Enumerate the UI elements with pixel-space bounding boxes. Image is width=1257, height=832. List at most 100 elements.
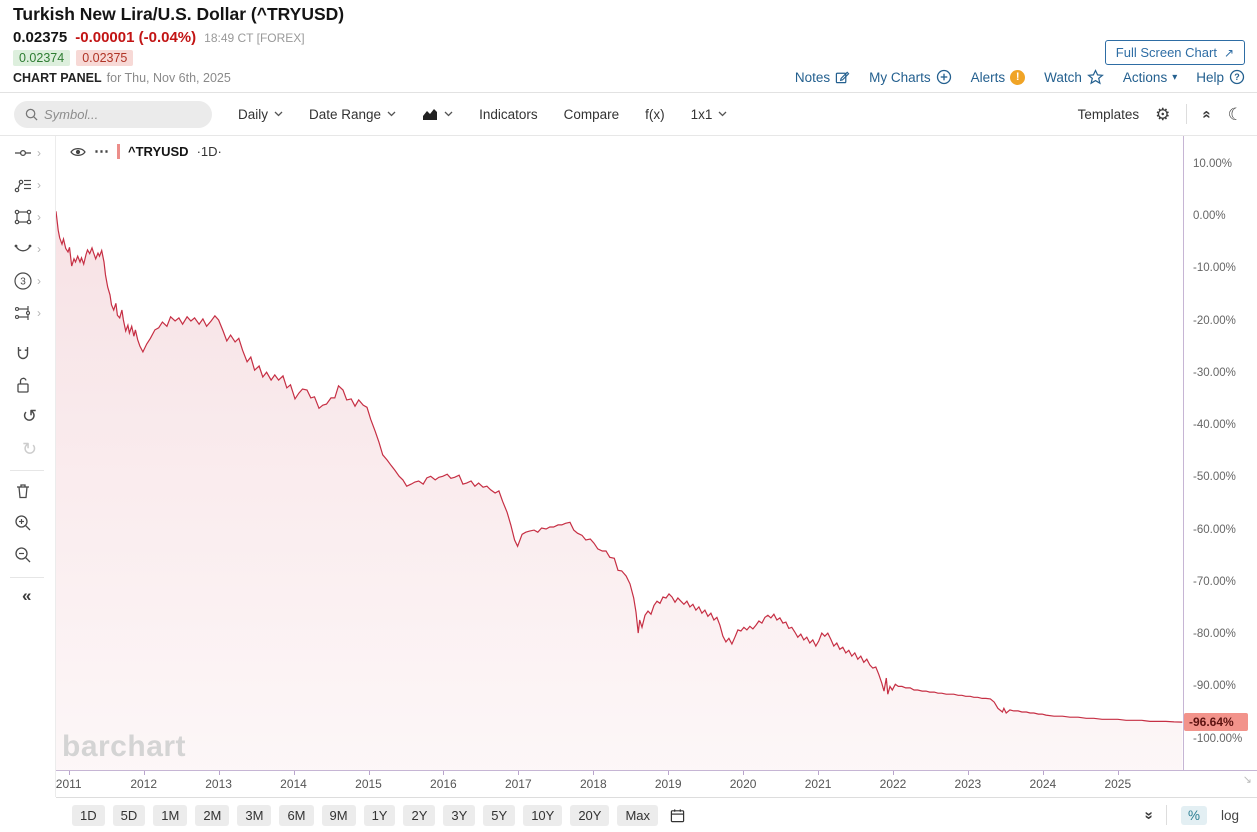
alerts-link[interactable]: Alerts ! (971, 69, 1026, 85)
range-button-1d[interactable]: 1D (72, 804, 105, 826)
y-axis-label: -80.00% (1193, 628, 1236, 641)
compare-button[interactable]: Compare (564, 107, 620, 122)
x-axis-tick (443, 771, 445, 775)
chart-type-menu[interactable] (422, 108, 453, 121)
x-axis-tick (668, 771, 670, 775)
range-button-6m[interactable]: 6M (279, 804, 314, 826)
toolbar-divider (1186, 104, 1188, 124)
x-axis[interactable]: ↘ 2011 2012 2013 2014 2015 2016 2017 2018 2019 20… (56, 770, 1257, 797)
y-axis-label: 10.00% (1193, 157, 1233, 170)
x-axis-tick (68, 771, 70, 775)
range-button-5y[interactable]: 5Y (483, 804, 516, 826)
search-icon (25, 108, 38, 121)
custom-date-calendar-button[interactable] (670, 808, 685, 823)
sidebar-divider (10, 577, 44, 578)
range-button-max[interactable]: Max (617, 804, 659, 826)
x-axis-tick (593, 771, 595, 775)
delete-drawings-button[interactable] (13, 481, 53, 501)
fx-button[interactable]: f(x) (645, 107, 665, 122)
percent-scale-toggle[interactable]: % (1180, 805, 1207, 825)
range-button-1m[interactable]: 1M (153, 804, 188, 826)
period-label: Daily (238, 106, 269, 122)
undo-icon[interactable]: ↺ (22, 406, 38, 426)
arc-tool[interactable]: › (13, 239, 53, 259)
dark-mode-moon-icon[interactable]: ☾ (1227, 104, 1243, 124)
range-button-2y[interactable]: 2Y (403, 804, 436, 826)
range-button-1y[interactable]: 1Y (363, 804, 396, 826)
symbol-search-box[interactable] (14, 100, 212, 128)
chevron-down-icon (718, 111, 727, 117)
x-axis-label: 2012 (130, 777, 158, 791)
trendline-tool-icon (14, 179, 31, 193)
unlock-icon (17, 377, 29, 393)
y-axis-label: -10.00% (1193, 262, 1236, 275)
help-link[interactable]: Help ? (1196, 69, 1245, 85)
x-axis-tick (293, 771, 295, 775)
watch-link[interactable]: Watch (1044, 69, 1104, 85)
zoom-out-button[interactable] (13, 545, 53, 565)
expand-chevron-icon: › (37, 242, 41, 256)
range-button-20y[interactable]: 20Y (570, 804, 610, 826)
chart-toolbar: Daily Date Range Indicators Compare f(x) (0, 92, 1257, 136)
star-icon (1087, 69, 1104, 85)
chart-plot-area[interactable]: ⋯ ^TRYUSD ·1D· barchart (56, 136, 1183, 770)
svg-text:3: 3 (20, 277, 26, 288)
x-axis-tick (1042, 771, 1044, 775)
sidebar-divider (10, 470, 44, 471)
notes-link[interactable]: Notes (795, 70, 850, 85)
full-screen-chart-button[interactable]: Full Screen Chart ↗ (1104, 40, 1245, 65)
measure-tool[interactable]: › (13, 303, 53, 323)
range-button-10y[interactable]: 10Y (523, 804, 563, 826)
price-area-chart[interactable] (56, 136, 1183, 770)
indicators-button[interactable]: Indicators (479, 107, 538, 122)
expand-chevron-icon: › (37, 306, 41, 320)
redo-icon[interactable]: ↻ (22, 439, 38, 459)
annotation-tool[interactable]: › (13, 143, 53, 163)
watch-label: Watch (1044, 69, 1082, 85)
magnet-icon (17, 347, 29, 360)
y-axis-label: -20.00% (1193, 314, 1236, 327)
period-menu[interactable]: Daily (238, 107, 283, 122)
x-axis-tick (893, 771, 894, 775)
x-axis-label: 2023 (954, 777, 982, 791)
indicators-label: Indicators (479, 106, 538, 122)
symbol-search-input[interactable] (44, 106, 194, 122)
collapse-sidebar-icon[interactable]: « (22, 586, 32, 605)
range-button-9m[interactable]: 9M (321, 804, 356, 826)
header-links: Notes My Charts Alerts ! Watch Actions ▾… (795, 69, 1245, 85)
zoom-in-button[interactable] (13, 513, 53, 533)
layout-menu[interactable]: 1x1 (691, 107, 728, 122)
visibility-eye-icon[interactable] (70, 146, 86, 158)
y-axis[interactable]: 10.00% 0.00% -10.00% -20.00% -30.00% -40.00% -… (1183, 136, 1257, 770)
area-chart-icon (423, 108, 438, 120)
range-buttons: 1D 5D 1M 2M 3M 6M 9M 1Y 2Y 3Y 5Y 10Y 20Y Max (72, 804, 685, 826)
date-range-menu[interactable]: Date Range (309, 107, 396, 122)
my-charts-link[interactable]: My Charts (869, 69, 952, 85)
fx-label: f(x) (645, 106, 665, 122)
lock-drawings-button[interactable] (13, 375, 53, 395)
my-charts-label: My Charts (869, 69, 931, 85)
range-button-3m[interactable]: 3M (237, 804, 272, 826)
x-axis-label: 2011 (55, 777, 82, 791)
shapes-tool[interactable]: › (13, 207, 53, 227)
scroll-to-end-icon[interactable]: ↘ (1242, 774, 1252, 786)
magnet-mode-button[interactable] (13, 344, 53, 364)
collapse-toolbar-icon[interactable]: « (1199, 109, 1217, 119)
fibonacci-tool[interactable]: 3 › (13, 271, 53, 291)
horizontal-line-tool-icon (15, 149, 31, 157)
range-button-5d[interactable]: 5D (112, 804, 146, 826)
series-options-icon[interactable]: ⋯ (94, 143, 109, 160)
full-screen-chart-label: Full Screen Chart (1115, 45, 1217, 60)
expand-chevron-icon: › (37, 210, 41, 224)
range-button-2m[interactable]: 2M (195, 804, 230, 826)
settings-gear-icon[interactable]: ⚙ (1155, 104, 1171, 124)
actions-menu[interactable]: Actions ▾ (1123, 70, 1177, 85)
panel-caption: CHART PANEL for Thu, Nov 6th, 2025 (13, 71, 231, 85)
trendline-tool[interactable]: › (13, 175, 53, 195)
log-scale-toggle[interactable]: log (1220, 807, 1239, 823)
range-button-3y[interactable]: 3Y (443, 804, 476, 826)
actions-label: Actions (1122, 69, 1168, 85)
templates-menu[interactable]: Templates (1078, 107, 1140, 122)
alert-warning-icon: ! (1010, 69, 1026, 85)
collapse-range-bar-icon[interactable]: « (1139, 810, 1157, 820)
